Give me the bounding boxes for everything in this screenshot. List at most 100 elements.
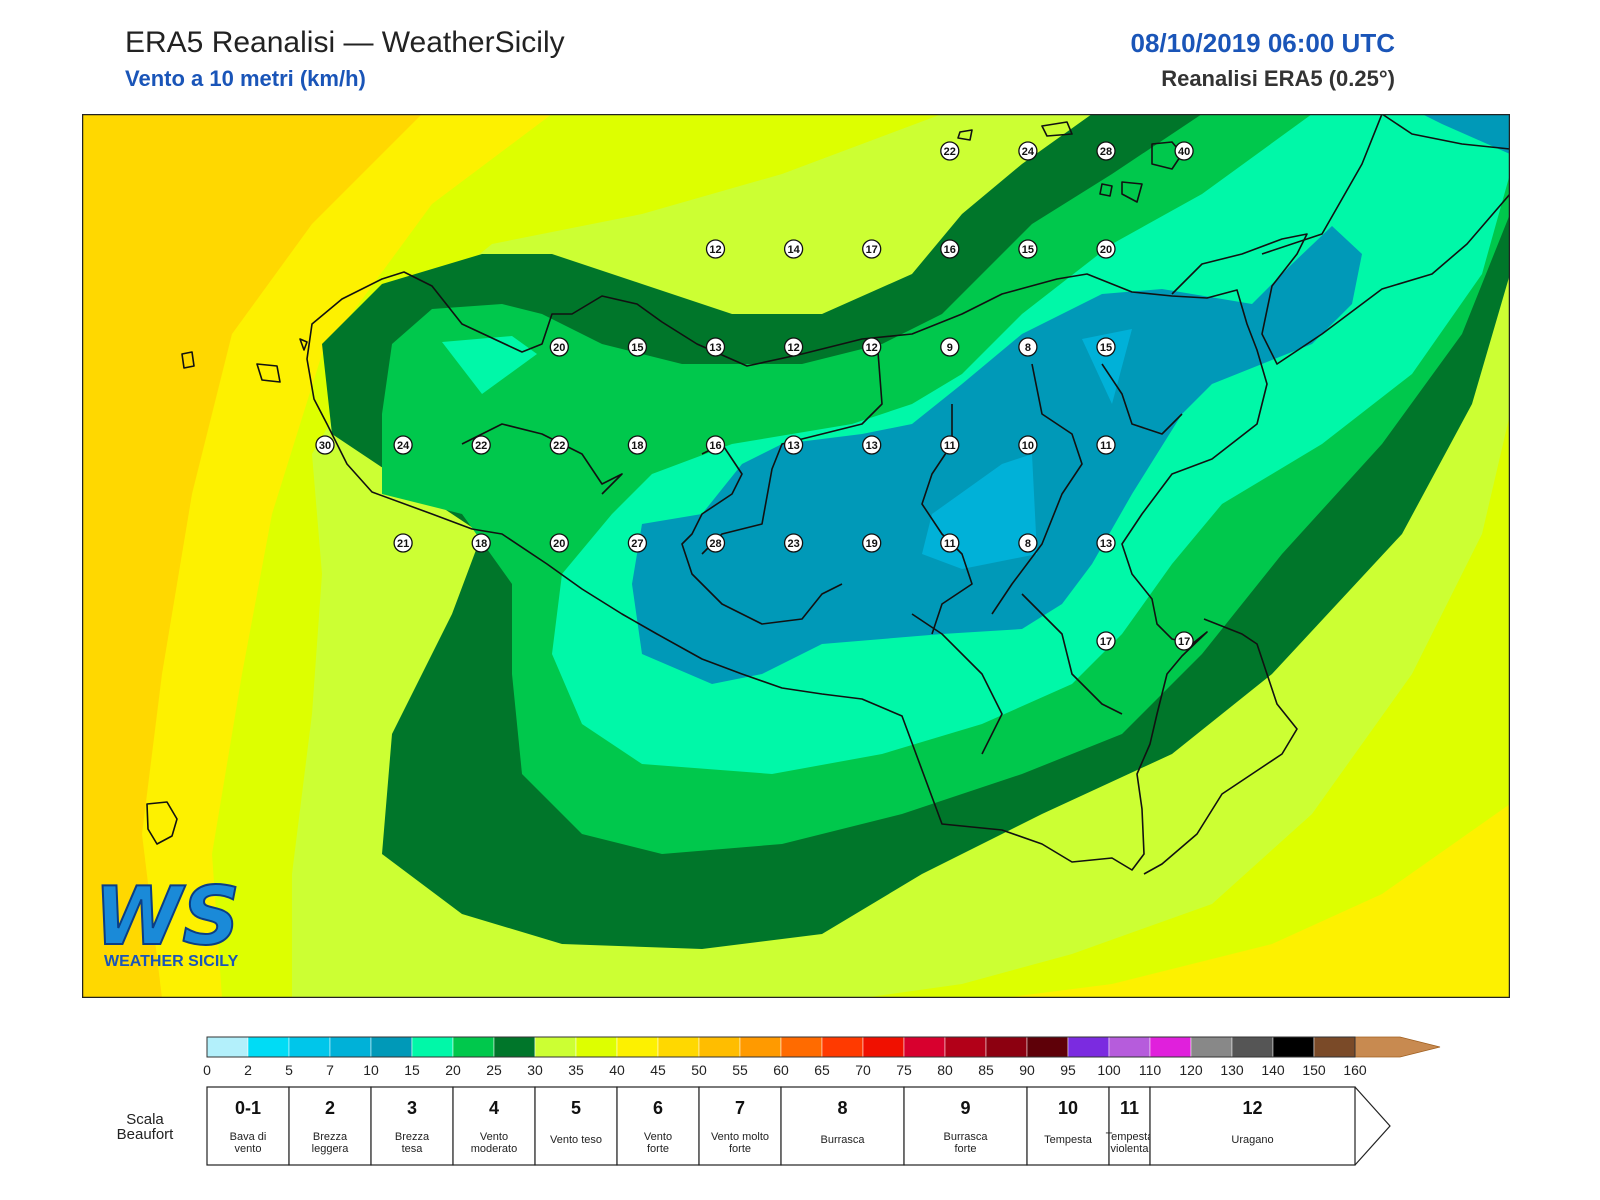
station-19: 13 xyxy=(783,435,804,455)
station-value: 12 xyxy=(709,244,721,256)
color-bin-160 xyxy=(1354,1036,1441,1058)
station-value: 11 xyxy=(944,538,956,550)
station-circle xyxy=(862,533,882,553)
station-value: 22 xyxy=(944,146,956,158)
beaufort-description: vento xyxy=(235,1143,262,1155)
border-internal-8 xyxy=(1101,363,1183,435)
beaufort-description: Brezza xyxy=(313,1131,348,1143)
tick-label-7: 7 xyxy=(326,1062,334,1078)
border-internal-3 xyxy=(681,443,843,625)
station-18: 16 xyxy=(705,435,726,455)
beaufort-scale-title: Scala Beaufort xyxy=(100,1112,190,1142)
station-circle xyxy=(862,337,882,357)
station-circle xyxy=(940,239,960,259)
beaufort-description: Brezza xyxy=(395,1131,430,1143)
color-bin-30 xyxy=(534,1036,577,1058)
station-23: 11 xyxy=(1096,435,1116,455)
color-bin-40 xyxy=(616,1036,659,1058)
field-15-20-nw xyxy=(442,336,537,394)
tick-label-75: 75 xyxy=(896,1062,912,1078)
station-circle xyxy=(783,337,804,357)
color-bin-150 xyxy=(1313,1036,1356,1058)
beaufort-description: forte xyxy=(729,1143,751,1155)
tick-label-95: 95 xyxy=(1060,1062,1076,1078)
wind-map: 21 18 20 27 28 23 19 11 8 13 17 17 30 24 22 22 18 16 13 13 1… xyxy=(82,114,1510,998)
station-circle xyxy=(549,435,569,455)
color-bin-5 xyxy=(288,1036,331,1058)
beaufort-number: 8 xyxy=(837,1098,847,1118)
tick-label-20: 20 xyxy=(445,1062,461,1078)
station-value: 23 xyxy=(787,538,799,550)
station-circle xyxy=(783,533,804,553)
border-internal-7 xyxy=(1021,593,1123,715)
color-bin-45 xyxy=(657,1036,700,1058)
station-value: 20 xyxy=(553,342,565,354)
station-6: 23 xyxy=(783,533,804,553)
station-circle xyxy=(393,533,413,553)
beaufort-number: 6 xyxy=(653,1098,663,1118)
tick-label-80: 80 xyxy=(937,1062,953,1078)
tick-label-160: 160 xyxy=(1343,1062,1367,1078)
station-38: 22 xyxy=(940,141,960,161)
beaufort-description: forte xyxy=(647,1143,669,1155)
station-circle xyxy=(1096,141,1116,161)
color-bin-130 xyxy=(1231,1036,1274,1058)
logo-caption: WEATHER SICILY xyxy=(104,953,239,970)
station-40: 28 xyxy=(1096,141,1116,161)
beaufort-number: 5 xyxy=(571,1098,581,1118)
station-circle xyxy=(1018,533,1038,553)
station-circle xyxy=(627,337,648,357)
tick-label-45: 45 xyxy=(650,1062,666,1078)
island-sw xyxy=(146,801,178,845)
tick-label-140: 140 xyxy=(1261,1062,1285,1078)
weathersicily-logo: WS WEATHER SICILY xyxy=(93,869,241,970)
station-circle xyxy=(705,239,726,259)
tick-label-30: 30 xyxy=(527,1062,543,1078)
station-value: 13 xyxy=(866,440,878,452)
station-value: 28 xyxy=(1100,146,1112,158)
station-7: 19 xyxy=(862,533,882,553)
station-value: 12 xyxy=(787,342,799,354)
station-circle xyxy=(940,337,960,357)
station-value: 15 xyxy=(631,342,643,354)
color-bin-10 xyxy=(370,1036,413,1058)
beaufort-arrow xyxy=(1354,1086,1391,1166)
tick-label-85: 85 xyxy=(978,1062,994,1078)
station-value: 14 xyxy=(787,244,800,256)
station-value: 22 xyxy=(475,440,487,452)
station-circle xyxy=(1096,435,1116,455)
station-circle xyxy=(549,533,569,553)
tick-label-120: 120 xyxy=(1179,1062,1203,1078)
station-32: 12 xyxy=(705,239,726,259)
tick-label-10: 10 xyxy=(363,1062,379,1078)
station-2: 18 xyxy=(471,533,491,553)
station-circle xyxy=(393,435,413,455)
beaufort-number: 4 xyxy=(489,1098,499,1118)
station-circle xyxy=(315,435,335,455)
coastline-east-peninsula xyxy=(1143,618,1298,875)
tick-label-15: 15 xyxy=(404,1062,420,1078)
station-markers: 21 18 20 27 28 23 19 11 8 13 17 17 30 24 22 22 18 16 13 13 1… xyxy=(315,141,1194,651)
station-9: 8 xyxy=(1018,533,1038,553)
station-value: 24 xyxy=(1022,146,1035,158)
color-bin-55 xyxy=(739,1036,782,1058)
island-west-2 xyxy=(299,338,308,351)
border-internal-4 xyxy=(461,423,623,495)
station-value: 13 xyxy=(1100,538,1112,550)
station-value: 16 xyxy=(709,440,721,452)
beaufort-number: 7 xyxy=(735,1098,745,1118)
station-circle xyxy=(1018,239,1038,259)
station-circle xyxy=(1096,239,1116,259)
beaufort-number: 9 xyxy=(960,1098,970,1118)
color-bin-50 xyxy=(698,1036,741,1058)
station-16: 22 xyxy=(549,435,569,455)
color-bin-110 xyxy=(1149,1036,1192,1058)
station-circle xyxy=(627,435,648,455)
beaufort-description: tesa xyxy=(402,1143,424,1155)
wind-speed-legend: 0 2 5 7 10 15 20 25 30 35 40 45 50 55 60 65 70 75 80 85 90 95… xyxy=(203,1036,1441,1166)
station-29: 9 xyxy=(940,337,960,357)
